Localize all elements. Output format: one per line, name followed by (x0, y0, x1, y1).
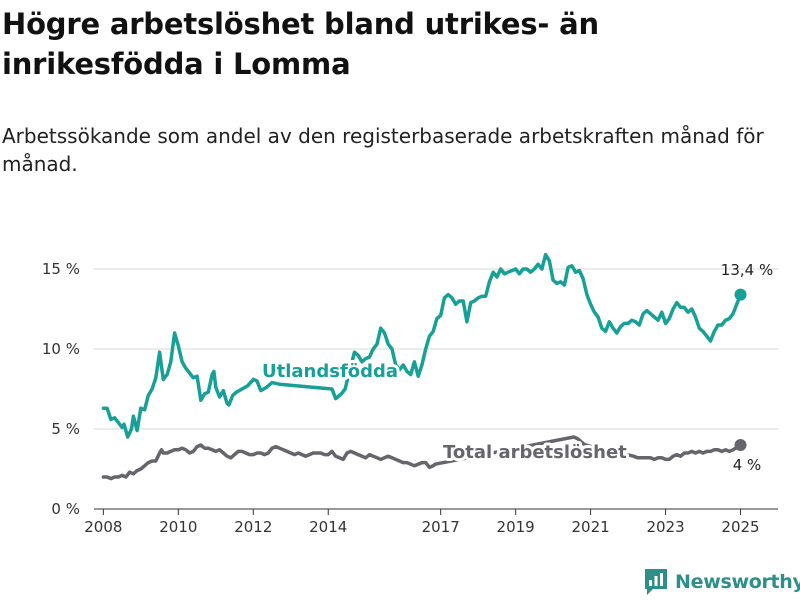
chart-title: Högre arbetslöshet bland utrikes- än inr… (2, 7, 599, 81)
x-tick-label: 2012 (234, 518, 272, 536)
end-markers (734, 288, 747, 451)
end-labels: 13,4 % 4 % (721, 261, 773, 474)
series-lines (101, 252, 743, 481)
x-tick-label: 2019 (497, 518, 535, 536)
chart-subtitle: Arbetssökande som andel av den registerb… (2, 124, 764, 176)
x-axis: 2008 2010 2012 2014 2017 2019 2021 2023 2025 (84, 508, 778, 536)
gridlines (94, 268, 778, 430)
x-tick-label: 2008 (84, 518, 122, 536)
x-tick-label: 2010 (159, 518, 197, 536)
series-line-0 (101, 252, 743, 439)
end-label-total: 4 % (733, 456, 762, 474)
x-tick-label: 2023 (646, 518, 684, 536)
end-marker-1 (734, 439, 747, 451)
x-tick-label: 2021 (572, 518, 610, 536)
newsworthy-logo[interactable]: Newsworthy (644, 568, 800, 596)
x-tick-label: 2025 (721, 518, 759, 536)
end-label-utlandsfodda: 13,4 % (721, 261, 773, 279)
y-tick-label: 0 % (51, 500, 80, 518)
brand-name: Newsworthy (675, 571, 800, 593)
y-tick-label: 15 % (42, 260, 80, 278)
y-tick-label: 5 % (51, 420, 80, 438)
newsworthy-icon (645, 569, 667, 595)
y-axis: 0 % 5 % 10 % 15 % (42, 260, 80, 518)
x-tick-label: 2017 (422, 518, 460, 536)
series-line-1 (101, 435, 743, 481)
series-label-utlandsfodda: Utlandsfödda (262, 361, 398, 382)
series-labels: Utlandsfödda Total arbetslöshet (259, 358, 630, 466)
series-label-total: Total arbetslöshet (443, 442, 627, 463)
end-marker-0 (734, 288, 747, 301)
x-tick-label: 2014 (309, 518, 347, 536)
y-tick-label: 10 % (42, 340, 80, 358)
